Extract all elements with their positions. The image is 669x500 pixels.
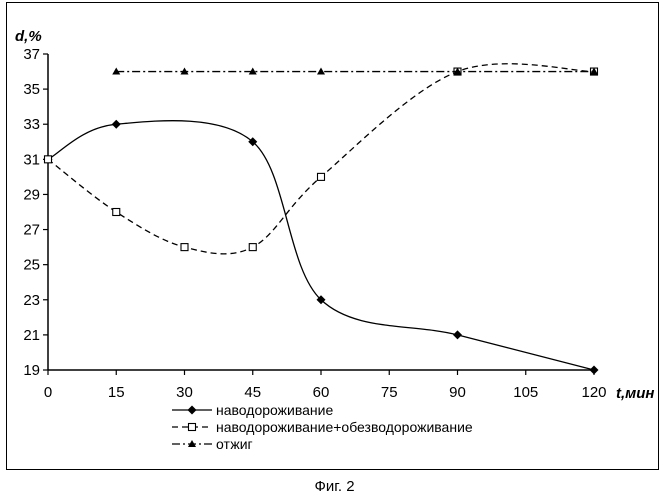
legend-label: наводороживание+обезводороживание bbox=[216, 419, 473, 435]
y-tick-label: 27 bbox=[23, 222, 40, 239]
data-point bbox=[45, 156, 52, 163]
legend-label: отжиг bbox=[216, 436, 253, 452]
x-axis-label: t,мин bbox=[616, 385, 654, 402]
x-tick-label: 120 bbox=[581, 384, 606, 401]
y-tick-label: 33 bbox=[23, 116, 40, 133]
y-tick-label: 35 bbox=[23, 81, 40, 98]
y-axis-label: d,% bbox=[15, 28, 42, 45]
data-point bbox=[113, 209, 120, 216]
series-line-2 bbox=[48, 64, 594, 254]
data-point bbox=[317, 68, 325, 75]
series-line-1 bbox=[48, 121, 594, 370]
y-tick-label: 19 bbox=[23, 362, 40, 379]
x-tick-label: 0 bbox=[44, 384, 52, 401]
x-tick-label: 15 bbox=[108, 384, 125, 401]
x-tick-label: 45 bbox=[244, 384, 261, 401]
x-tick-label: 30 bbox=[176, 384, 193, 401]
x-tick-label: 75 bbox=[381, 384, 398, 401]
legend-marker bbox=[188, 406, 197, 415]
legend-marker bbox=[189, 424, 196, 431]
y-tick-label: 29 bbox=[23, 186, 40, 203]
x-tick-label: 60 bbox=[313, 384, 330, 401]
data-point bbox=[249, 244, 256, 251]
y-tick-label: 23 bbox=[23, 292, 40, 309]
data-point bbox=[112, 120, 121, 129]
data-point bbox=[453, 330, 462, 339]
y-tick-label: 37 bbox=[23, 46, 40, 63]
data-point bbox=[181, 244, 188, 251]
data-point bbox=[318, 173, 325, 180]
y-tick-label: 25 bbox=[23, 257, 40, 274]
figure-caption: Фиг. 2 bbox=[0, 478, 669, 495]
legend-label: наводороживание bbox=[216, 402, 333, 418]
x-tick-label: 105 bbox=[513, 384, 538, 401]
y-tick-label: 31 bbox=[23, 151, 40, 168]
y-tick-label: 21 bbox=[23, 327, 40, 344]
x-tick-label: 90 bbox=[449, 384, 466, 401]
data-point bbox=[590, 366, 599, 375]
